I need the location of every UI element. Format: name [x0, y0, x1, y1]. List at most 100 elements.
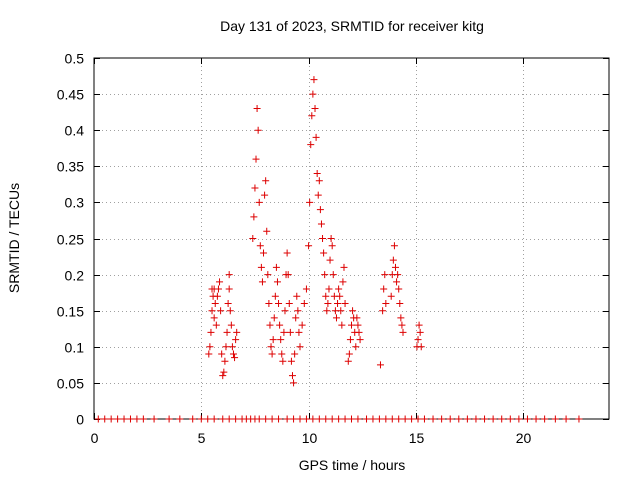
data-point [551, 415, 559, 423]
data-point [262, 415, 270, 423]
data-point [250, 213, 258, 221]
data-point [316, 206, 324, 214]
data-point [210, 415, 218, 423]
data-point [324, 299, 332, 307]
data-point [258, 278, 266, 286]
data-point [283, 249, 291, 257]
data-point [94, 415, 102, 423]
data-point [295, 328, 303, 336]
data-point [417, 343, 425, 351]
data-point [336, 292, 344, 300]
data-point [575, 415, 583, 423]
data-point [562, 415, 570, 423]
data-point [222, 343, 230, 351]
data-point [306, 198, 314, 206]
data-point [210, 314, 218, 322]
y-tick-label: 0 [76, 412, 84, 428]
data-point [363, 415, 371, 423]
data-point [277, 336, 285, 344]
x-tick-label: 10 [302, 430, 318, 446]
data-point [261, 191, 269, 199]
data-point [414, 336, 422, 344]
data-point [322, 415, 330, 423]
data-point [311, 105, 319, 113]
data-point [257, 263, 265, 271]
data-point [317, 220, 325, 228]
data-point [337, 307, 345, 315]
data-point [232, 415, 240, 423]
data-point [286, 328, 294, 336]
data-point [438, 415, 446, 423]
x-tick-label: 5 [198, 430, 206, 446]
chart-title: Day 131 of 2023, SRMTID for receiver kit… [220, 18, 484, 34]
data-point [262, 177, 270, 185]
data-point [389, 256, 397, 264]
data-point [197, 415, 205, 423]
data-point [313, 170, 321, 178]
data-point [334, 299, 342, 307]
data-point [420, 415, 428, 423]
data-point [327, 235, 335, 242]
data-point [270, 314, 278, 322]
data-point [335, 285, 343, 293]
data-point [340, 263, 348, 271]
data-point [294, 307, 302, 315]
data-point [515, 415, 523, 423]
data-point [381, 271, 389, 279]
data-point [354, 415, 362, 423]
data-point [395, 415, 403, 423]
x-tick-labels: 0 5 10 15 20 [91, 430, 532, 446]
data-point [281, 307, 289, 315]
y-tick-label: 0.45 [57, 87, 84, 103]
data-point [227, 321, 235, 329]
data-point [252, 155, 260, 163]
data-point [226, 307, 234, 315]
data-point [276, 321, 284, 329]
data-point [429, 415, 437, 423]
data-point [416, 328, 424, 336]
data-point [307, 141, 315, 149]
data-point [408, 415, 416, 423]
data-point [176, 415, 184, 423]
data-point [165, 415, 173, 423]
plot-frame [93, 57, 610, 420]
data-point [268, 415, 276, 423]
data-point [278, 350, 286, 358]
data-point [308, 112, 316, 120]
y-tick-label: 0.35 [57, 159, 84, 175]
data-point [388, 415, 396, 423]
data-point [489, 415, 497, 423]
data-point [205, 350, 213, 358]
data-point [346, 336, 354, 344]
y-tick-label: 0.4 [65, 123, 85, 139]
data-point [296, 415, 304, 423]
data-point [229, 350, 237, 358]
data-point [255, 415, 263, 423]
data-point [309, 90, 317, 98]
data-point [265, 299, 273, 307]
data-point [290, 415, 298, 423]
y-tick-label: 0.1 [65, 340, 85, 356]
data-point [133, 415, 141, 423]
data-point [207, 328, 215, 336]
data-point [329, 271, 337, 279]
data-point [328, 415, 336, 423]
x-tick-label: 0 [91, 430, 99, 446]
data-point [382, 415, 390, 423]
data-point [266, 321, 274, 329]
data-point [455, 415, 463, 423]
data-point [256, 242, 264, 250]
data-point [341, 299, 349, 307]
data-point [267, 343, 275, 351]
data-point [253, 105, 261, 113]
axis-ticks [94, 58, 609, 420]
data-point [396, 299, 404, 307]
data-point [211, 299, 219, 307]
data-point [251, 184, 259, 192]
y-tick-label: 0.5 [65, 51, 85, 67]
data-point [292, 314, 300, 322]
data-point [225, 271, 233, 279]
data-point [323, 307, 331, 315]
data-point [268, 350, 276, 358]
